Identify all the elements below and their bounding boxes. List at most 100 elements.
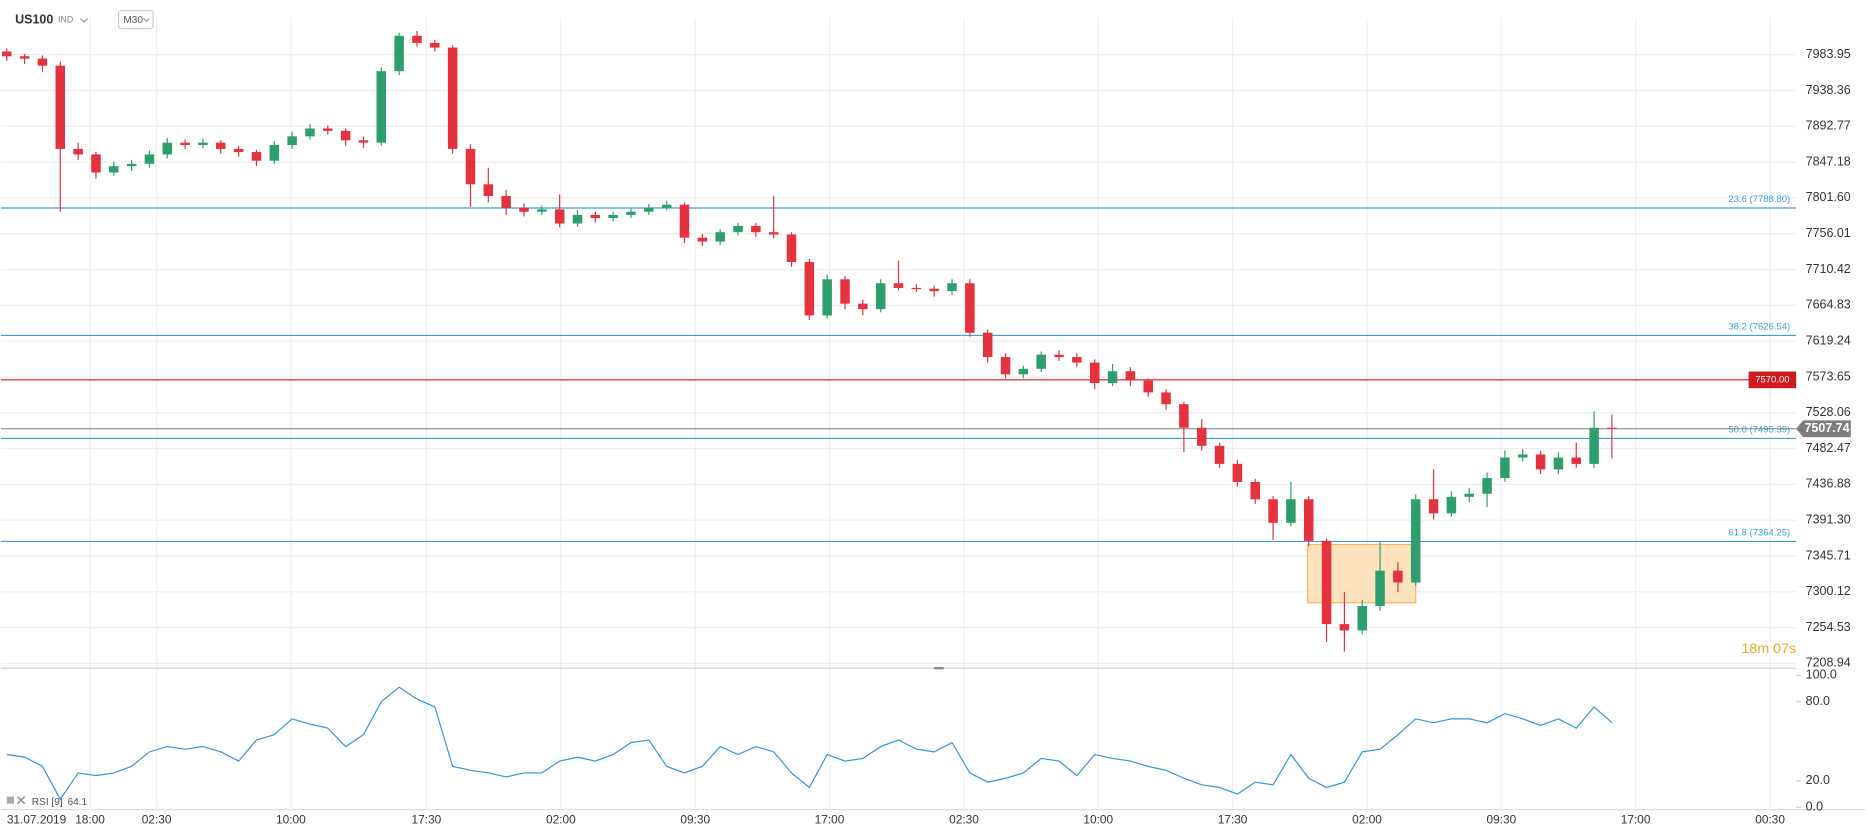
fib-label: 38.2 (7626.54): [1728, 322, 1790, 333]
candle-body: [1286, 499, 1296, 523]
symbol[interactable]: US100: [15, 13, 53, 27]
candle-body: [626, 211, 636, 215]
rsi-label: RSI [9]: [32, 797, 63, 808]
candle-body: [340, 130, 351, 141]
candle-body: [1517, 454, 1528, 458]
candle-body: [608, 214, 618, 219]
fib-label: 50.0 (7495.39): [1728, 425, 1790, 436]
x-tick-label: 09:30: [680, 812, 710, 826]
candle-body: [982, 332, 993, 358]
candle-body: [786, 234, 797, 263]
rsi-settings-icon[interactable]: [6, 796, 14, 804]
candle-body: [126, 163, 137, 167]
candle-body: [447, 47, 458, 149]
candle-body: [661, 204, 672, 208]
candle-body: [1161, 392, 1171, 405]
candle-body: [554, 209, 565, 224]
y-tick-label: 7208.94: [1806, 656, 1851, 670]
candle-body: [198, 142, 208, 145]
candle-body: [376, 71, 387, 143]
candle-body: [1107, 371, 1118, 383]
candle-body: [1339, 624, 1350, 631]
candle-body: [590, 214, 601, 219]
candle-body: [768, 232, 779, 235]
candle-body: [1268, 499, 1278, 523]
candle-body: [733, 225, 743, 233]
candle-body: [1357, 606, 1367, 631]
candle-body: [840, 279, 850, 304]
current-price-box: [1796, 420, 1851, 438]
candle-body: [1446, 496, 1457, 514]
y-tick-label: 7664.83: [1806, 298, 1851, 312]
candle-body: [751, 225, 761, 233]
y-tick-label: 7573.65: [1806, 369, 1851, 383]
x-tick-label: 17:00: [1621, 812, 1651, 826]
candle-body: [1393, 570, 1403, 583]
candle-body: [1125, 371, 1136, 381]
y-tick-label: 7847.18: [1806, 154, 1851, 168]
candle-body: [1054, 354, 1064, 358]
rsi-close-icon[interactable]: [17, 796, 26, 805]
x-tick-label: 02:30: [949, 812, 979, 826]
candle-body: [1036, 354, 1046, 369]
candle-body: [1464, 493, 1474, 497]
candle-body: [875, 283, 886, 310]
rsi-tick-label: 80.0: [1806, 694, 1830, 708]
rsi-tick-label: 20.0: [1806, 773, 1830, 787]
candle-body: [162, 142, 173, 155]
candle-body: [1303, 499, 1314, 541]
y-tick-label: 7436.88: [1806, 477, 1851, 491]
candle-body: [537, 209, 547, 212]
alert-label-box: [1748, 371, 1797, 389]
x-tick-label: 02:00: [1352, 812, 1382, 826]
x-tick-label: 02:30: [142, 812, 172, 826]
candle-body: [1482, 478, 1492, 494]
candle-body: [644, 207, 654, 212]
interval-dropdown[interactable]: [143, 18, 150, 23]
candle-body: [929, 288, 939, 292]
y-tick-label: 7254.53: [1806, 620, 1851, 634]
candle-body: [55, 65, 66, 149]
y-tick-label: 7892.77: [1806, 119, 1851, 133]
candle-body: [1410, 499, 1421, 583]
candle-body: [822, 279, 832, 316]
candle-body: [947, 283, 957, 292]
fib-label: 61.8 (7364.25): [1728, 528, 1790, 539]
candle-body: [465, 148, 476, 185]
candle-body: [572, 214, 583, 224]
candle-countdown: 18m 07s: [1742, 641, 1797, 657]
candle-body: [1589, 427, 1599, 464]
x-tick-label: 00:30: [1755, 812, 1785, 826]
grid-layer: [0, 17, 1797, 808]
symbol-dropdown[interactable]: [80, 18, 89, 23]
candle-body: [715, 232, 725, 242]
candle-body: [305, 128, 315, 137]
candle-body: [91, 154, 101, 173]
candle-body: [911, 287, 922, 290]
y-tick-label: 7983.95: [1806, 47, 1851, 61]
y-tick-label: 7345.71: [1806, 548, 1851, 562]
candle-body: [501, 196, 511, 208]
y-tick-label: 7482.47: [1806, 441, 1851, 455]
rsi-line: [6, 686, 1613, 801]
candle-body: [1143, 380, 1153, 393]
y-tick-label: 7391.30: [1806, 512, 1851, 526]
candle-body: [19, 56, 30, 59]
candle-body: [1089, 362, 1100, 383]
candle-body: [1321, 540, 1332, 625]
rsi-value: 64.1: [67, 797, 87, 808]
candle-body: [1214, 445, 1225, 464]
candle-body: [1553, 457, 1564, 470]
candle-body: [804, 262, 815, 316]
candle-body: [697, 237, 708, 242]
candle-body: [1250, 481, 1260, 500]
market: IND: [58, 15, 73, 25]
rsi-controls[interactable]: [6, 796, 26, 805]
interval-button[interactable]: [117, 10, 154, 30]
y-tick-label: 7619.24: [1806, 333, 1851, 347]
candle-body: [109, 166, 119, 173]
candle-body: [1179, 404, 1189, 428]
interval[interactable]: M30: [123, 15, 143, 26]
candle-body: [216, 142, 226, 149]
